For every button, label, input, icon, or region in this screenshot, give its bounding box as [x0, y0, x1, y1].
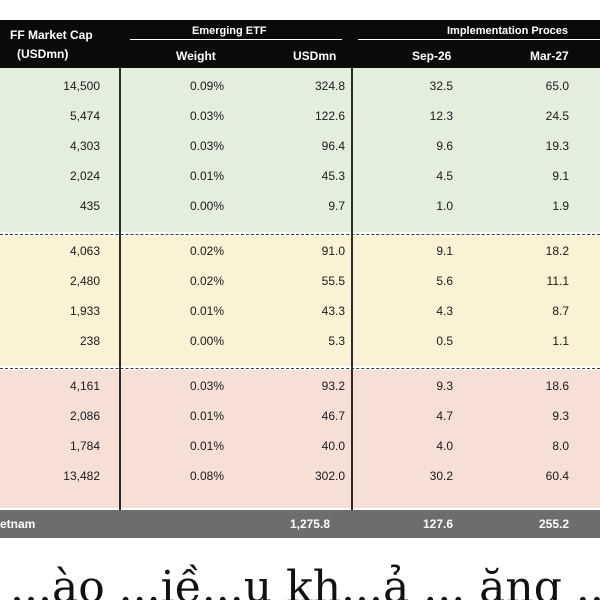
cell-mar: 8.0	[552, 439, 569, 453]
cell-sep: 4.7	[436, 409, 453, 423]
weight-column-header: Weight	[176, 49, 216, 63]
cell-weight: 0.02%	[189, 274, 224, 288]
ff-market-cap-header: FF Market Cap	[10, 28, 93, 42]
cell-usdmn: 40.0	[321, 439, 345, 453]
cell-mar: 8.7	[552, 304, 569, 318]
cell-ff: 4,063	[69, 244, 100, 258]
cell-mar: 65.0	[545, 79, 569, 93]
row-group-yellow	[0, 236, 600, 366]
sep-column-header: Sep-26	[412, 49, 452, 63]
total-row: etnam 1,275.8 127.6 255.2	[0, 510, 600, 538]
cell-weight: 0.01%	[189, 409, 224, 423]
caption-line: ...ào ...iề...u kh...ả ... ăng ...kh...ả…	[10, 562, 600, 600]
cell-weight: 0.08%	[189, 469, 224, 483]
cell-sep: 12.3	[429, 109, 453, 123]
table-header: FF Market Cap (USDmn) Emerging ETF Imple…	[0, 20, 600, 68]
cell-ff: 435	[79, 199, 100, 213]
cell-weight: 0.00%	[189, 334, 224, 348]
cell-mar: 18.2	[545, 244, 569, 258]
total-mar: 255.2	[538, 517, 569, 531]
cell-ff: 2,086	[69, 409, 100, 423]
cell-usdmn: 55.5	[321, 274, 345, 288]
usdmn-column-header: USDmn	[293, 49, 337, 63]
cell-sep: 5.6	[436, 274, 453, 288]
cell-usdmn: 324.8	[314, 79, 345, 93]
cell-weight: 0.01%	[189, 304, 224, 318]
cell-ff: 238	[79, 334, 100, 348]
cell-mar: 24.5	[545, 109, 569, 123]
cell-ff: 1,933	[69, 304, 100, 318]
cell-mar: 1.1	[552, 334, 569, 348]
cell-mar: 9.3	[552, 409, 569, 423]
cell-ff: 5,474	[69, 109, 100, 123]
cell-usdmn: 9.7	[328, 199, 345, 213]
cell-usdmn: 45.3	[321, 169, 345, 183]
total-sep: 127.6	[422, 517, 453, 531]
cell-ff: 2,024	[69, 169, 100, 183]
impl-group-underline	[358, 39, 600, 40]
cell-sep: 9.6	[436, 139, 453, 153]
cell-weight: 0.00%	[189, 199, 224, 213]
cell-sep: 4.3	[436, 304, 453, 318]
cell-weight: 0.09%	[189, 79, 224, 93]
cell-ff: 1,784	[69, 439, 100, 453]
cell-sep: 9.3	[436, 379, 453, 393]
cell-weight: 0.01%	[189, 169, 224, 183]
cell-weight: 0.03%	[189, 109, 224, 123]
cell-weight: 0.03%	[189, 139, 224, 153]
mar-column-header: Mar-27	[530, 49, 569, 63]
column-divider	[119, 68, 121, 510]
cell-usdmn: 96.4	[321, 139, 345, 153]
cell-weight: 0.01%	[189, 439, 224, 453]
cell-sep: 0.5	[436, 334, 453, 348]
cell-usdmn: 302.0	[314, 469, 345, 483]
cell-mar: 19.3	[545, 139, 569, 153]
cell-sep: 9.1	[436, 244, 453, 258]
cell-mar: 18.6	[545, 379, 569, 393]
cell-mar: 9.1	[552, 169, 569, 183]
cell-sep: 30.2	[429, 469, 453, 483]
emerging-etf-group-header: Emerging ETF	[192, 25, 267, 37]
cell-sep: 4.5	[436, 169, 453, 183]
cell-usdmn: 91.0	[321, 244, 345, 258]
column-divider	[351, 68, 353, 510]
cell-usdmn: 93.2	[321, 379, 345, 393]
cell-mar: 11.1	[546, 274, 569, 288]
cell-ff: 13,482	[63, 469, 100, 483]
ff-unit-header: (USDmn)	[17, 47, 69, 61]
cell-ff: 4,161	[69, 379, 100, 393]
cell-weight: 0.02%	[189, 244, 224, 258]
cell-sep: 32.5	[429, 79, 453, 93]
cell-ff: 2,480	[69, 274, 100, 288]
cell-sep: 4.0	[436, 439, 453, 453]
cell-usdmn: 43.3	[321, 304, 345, 318]
row-group-green	[0, 68, 600, 232]
row-group-red	[0, 370, 600, 508]
group-separator	[0, 234, 600, 235]
implementation-group-header: Implementation Proces	[447, 25, 569, 37]
cell-mar: 60.4	[545, 469, 569, 483]
cell-usdmn: 46.7	[321, 409, 345, 423]
cell-ff: 14,500	[63, 79, 100, 93]
caption-text: ...ào ...iề...u kh...ả ... ăng ...kh...ả…	[0, 548, 600, 600]
cell-weight: 0.03%	[189, 379, 224, 393]
total-label: etnam	[0, 517, 36, 531]
cell-usdmn: 122.6	[314, 109, 345, 123]
total-usdmn: 1,275.8	[289, 517, 330, 531]
group-separator	[0, 368, 600, 369]
cell-sep: 1.0	[436, 199, 453, 213]
cell-ff: 4,303	[69, 139, 100, 153]
cell-mar: 1.9	[552, 199, 569, 213]
etf-group-underline	[130, 39, 342, 40]
cell-usdmn: 5.3	[328, 334, 345, 348]
top-margin	[0, 0, 600, 20]
